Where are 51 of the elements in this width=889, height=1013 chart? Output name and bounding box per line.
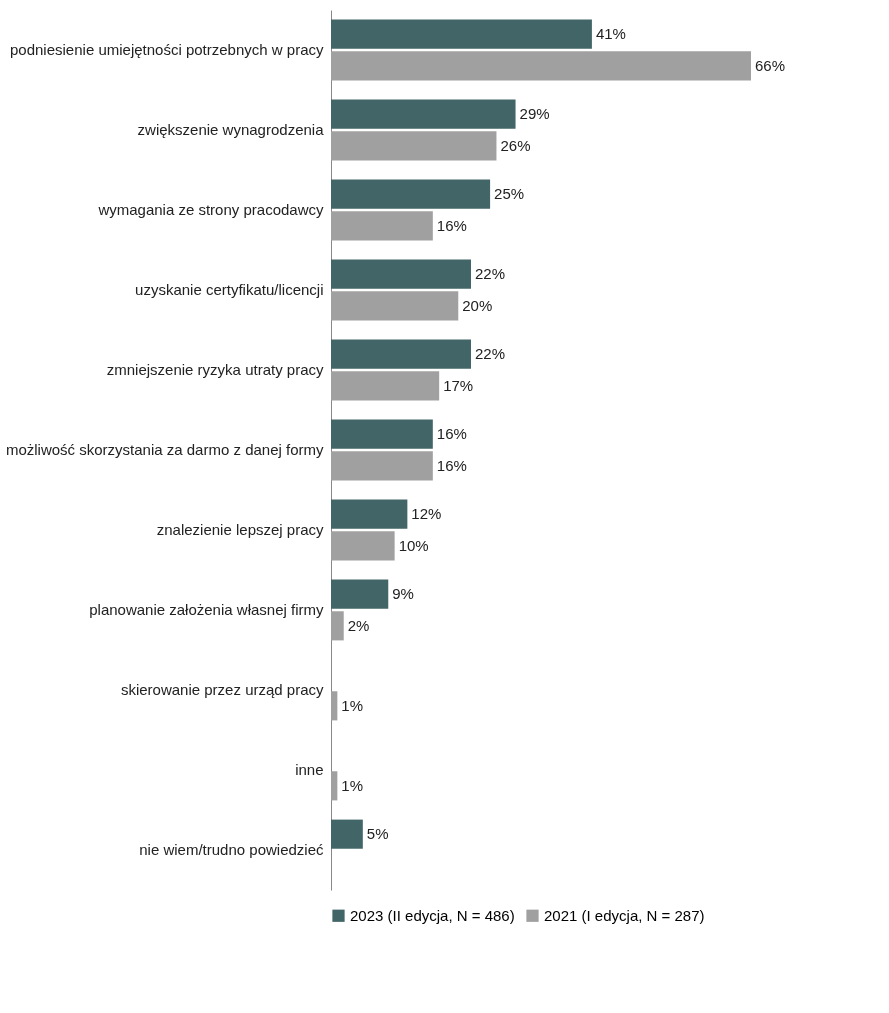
bar [331, 531, 395, 561]
data-label: 12% [411, 505, 442, 523]
bar [331, 451, 433, 481]
data-label: 9% [392, 585, 414, 603]
bar [331, 771, 338, 801]
bar [331, 51, 751, 81]
legend-label: 2021 (I edycja, N = 287) [544, 906, 705, 924]
bar [331, 819, 363, 849]
data-label: 2% [347, 616, 370, 634]
y-tick-label: wymagania ze strony pracodawcy [97, 201, 324, 218]
y-tick-label: znalezienie lepszej pracy [156, 521, 324, 538]
data-label: 66% [755, 56, 786, 74]
y-tick-label: zwiększenie wynagrodzenia [137, 121, 325, 138]
y-tick-label: uzyskanie certyfikatu/licencji [135, 281, 324, 298]
data-label: 10% [398, 536, 429, 554]
data-label: 16% [436, 216, 467, 234]
data-label: 1% [341, 776, 364, 794]
y-tick-label: nie wiem/trudno powiedzieć [139, 841, 324, 858]
data-label: 20% [462, 296, 493, 314]
bar [331, 99, 516, 129]
bar [331, 499, 408, 529]
data-label: 22% [475, 265, 506, 283]
data-label: 26% [500, 136, 531, 154]
data-label: 17% [443, 376, 474, 394]
bar [331, 611, 344, 641]
data-label: 16% [436, 425, 467, 443]
bar [331, 371, 440, 401]
bar [331, 579, 389, 609]
data-label: 41% [595, 25, 626, 43]
data-label: 22% [475, 345, 506, 363]
data-label: 1% [341, 696, 364, 714]
legend-label: 2023 (II edycja, N = 486) [350, 906, 515, 924]
data-label: 16% [436, 456, 467, 474]
bar [331, 259, 471, 289]
bar [331, 19, 592, 49]
bar [331, 339, 471, 369]
data-label: 29% [519, 105, 550, 123]
data-label: 25% [494, 185, 525, 203]
y-tick-label: możliwość skorzystania za darmo z danej formy [5, 441, 324, 458]
data-label: 5% [366, 825, 389, 843]
bar [331, 691, 338, 721]
y-tick-label: podniesienie umiejętności potrzebnych w pracy [9, 41, 324, 58]
bar [331, 291, 459, 321]
bar [331, 179, 491, 209]
y-tick-label: inne [295, 761, 324, 778]
y-tick-label: planowanie założenia własnej firmy [89, 601, 324, 618]
bar [331, 211, 433, 241]
y-tick-label: skierowanie przez urząd pracy [120, 681, 324, 698]
y-tick-label: zmniejszenie ryzyka utraty pracy [106, 361, 324, 378]
bar [331, 131, 497, 161]
bar [331, 419, 433, 449]
